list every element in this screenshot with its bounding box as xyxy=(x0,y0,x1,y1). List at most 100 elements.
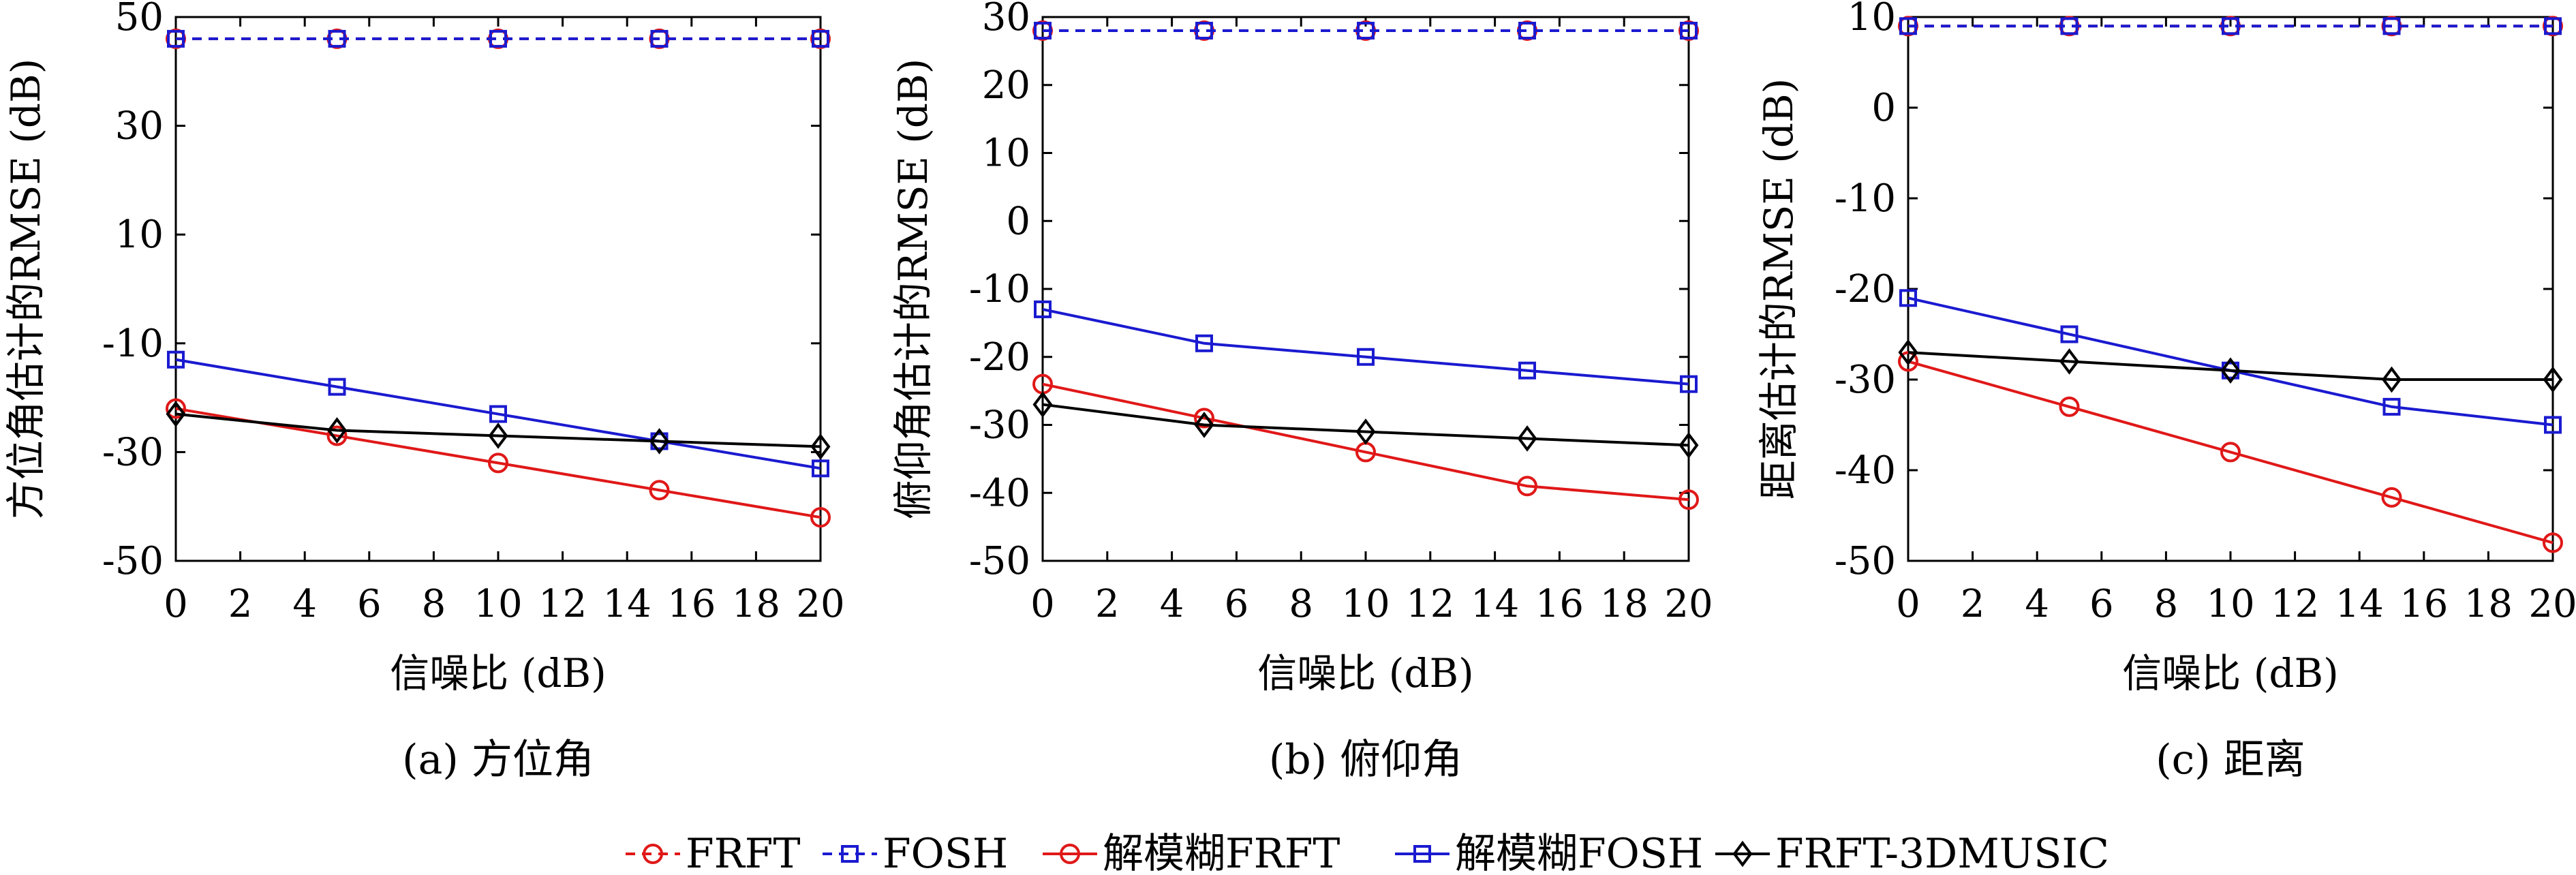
x-tick-label: 10 xyxy=(1341,582,1390,626)
panel-caption: (c) 距离 xyxy=(2156,736,2305,784)
data-point xyxy=(2543,366,2563,393)
x-tick-label: 10 xyxy=(2206,582,2254,626)
data-point xyxy=(167,350,185,369)
data-point xyxy=(1898,339,1918,366)
data-point xyxy=(1357,21,1375,40)
series-square-solid xyxy=(1034,300,1698,393)
data-point xyxy=(328,378,346,396)
data-point xyxy=(810,433,831,460)
y-tick-label: -10 xyxy=(969,267,1030,311)
series-line xyxy=(175,407,821,519)
legend-entry: FRFT-3DMUSIC xyxy=(1715,830,2109,875)
y-tick-label: -30 xyxy=(969,403,1030,448)
x-tick-label: 2 xyxy=(1961,582,1985,626)
x-tick-label: 0 xyxy=(1896,582,1920,626)
data-point xyxy=(2382,397,2401,416)
legend-entry: 解模糊FRFT xyxy=(1043,830,1340,875)
data-point xyxy=(649,428,669,455)
x-tick-label: 4 xyxy=(2025,582,2049,626)
y-tick-label: 30 xyxy=(115,104,164,149)
data-point xyxy=(328,29,346,48)
x-tick-label: 12 xyxy=(538,582,587,626)
plot-frame xyxy=(1041,16,1690,562)
legend-diamond-marker xyxy=(1732,840,1753,868)
legend-label: 解模糊FRFT xyxy=(1103,830,1340,875)
data-point xyxy=(488,423,508,449)
y-tick-label: -40 xyxy=(969,471,1030,515)
data-point xyxy=(1355,418,1376,445)
y-tick-label: -10 xyxy=(1835,176,1896,221)
y-tick-label: 50 xyxy=(115,0,164,40)
data-point xyxy=(2543,532,2563,553)
x-tick-label: 8 xyxy=(422,582,446,626)
y-tick-label: 30 xyxy=(982,0,1030,40)
series-line xyxy=(1042,403,1689,447)
data-point xyxy=(1194,408,1214,429)
panel-caption: (b) 俯仰角 xyxy=(1269,736,1462,784)
data-point xyxy=(1518,21,1536,40)
data-point xyxy=(2382,366,2402,393)
data-point xyxy=(1034,300,1052,318)
x-tick-label: 4 xyxy=(292,582,317,626)
data-point xyxy=(810,507,831,528)
x-axis-title: 信噪比 (dB) xyxy=(1257,650,1473,696)
x-tick-label: 20 xyxy=(796,582,844,626)
legend-circle-marker xyxy=(1060,844,1080,864)
series-line xyxy=(1042,307,1689,386)
legend-label: FRFT-3DMUSIC xyxy=(1775,830,2109,875)
data-point xyxy=(1517,425,1537,452)
x-tick-label: 6 xyxy=(357,582,382,626)
y-axis-title: 方位角估计的RMSE (dB) xyxy=(3,59,49,520)
x-tick-label: 2 xyxy=(228,582,253,626)
data-point xyxy=(1678,432,1699,459)
y-tick-label: -40 xyxy=(1835,448,1896,493)
legend: FRFT FOSH 解模糊FRFT 解模糊FOSH FRFT-3DMUSIC xyxy=(626,830,2109,875)
data-point xyxy=(2059,396,2080,417)
x-tick-label: 14 xyxy=(603,582,651,626)
data-point xyxy=(2381,487,2402,508)
y-tick-label: 0 xyxy=(1006,199,1030,243)
x-tick-label: 8 xyxy=(1289,582,1313,626)
data-point xyxy=(166,401,186,427)
data-point xyxy=(488,452,508,474)
x-tick-label: 10 xyxy=(474,582,522,626)
x-tick-label: 20 xyxy=(2528,582,2576,626)
series-diamond-solid xyxy=(1898,339,2563,393)
series-circle-solid xyxy=(1898,351,2563,553)
data-point xyxy=(2382,17,2401,35)
y-tick-label: -20 xyxy=(1835,267,1896,311)
y-axis-title: 俯仰角估计的RMSE (dB) xyxy=(890,59,936,520)
series-line xyxy=(1907,360,2554,544)
x-tick-label: 8 xyxy=(2154,582,2179,626)
data-point xyxy=(812,459,829,478)
legend-label: 解模糊FOSH xyxy=(1455,830,1703,875)
series-line xyxy=(175,358,821,470)
data-point xyxy=(650,29,669,48)
x-tick-label: 4 xyxy=(1160,582,1184,626)
data-point xyxy=(167,29,185,48)
series-square-dashed xyxy=(1899,17,2562,35)
x-tick-label: 18 xyxy=(2464,582,2513,626)
y-tick-label: -50 xyxy=(969,539,1030,583)
series-line xyxy=(175,412,821,448)
x-tick-label: 20 xyxy=(1664,582,1713,626)
x-tick-label: 6 xyxy=(2089,582,2114,626)
data-point xyxy=(2544,17,2562,35)
x-axis-title: 信噪比 (dB) xyxy=(390,650,606,696)
x-tick-label: 6 xyxy=(1225,582,1249,626)
data-point xyxy=(326,425,348,446)
data-point xyxy=(2544,416,2562,434)
data-point xyxy=(1195,334,1213,352)
y-tick-label: 20 xyxy=(982,63,1030,108)
x-tick-label: 14 xyxy=(1471,582,1519,626)
x-tick-label: 14 xyxy=(2335,582,2384,626)
y-tick-label: -30 xyxy=(102,430,164,474)
series-circle-solid xyxy=(166,398,831,528)
data-point xyxy=(166,398,186,419)
plot-frame xyxy=(174,16,822,562)
data-point xyxy=(1678,489,1699,510)
x-tick-label: 16 xyxy=(667,582,716,626)
y-tick-label: -50 xyxy=(1835,539,1896,583)
data-point xyxy=(327,417,347,444)
